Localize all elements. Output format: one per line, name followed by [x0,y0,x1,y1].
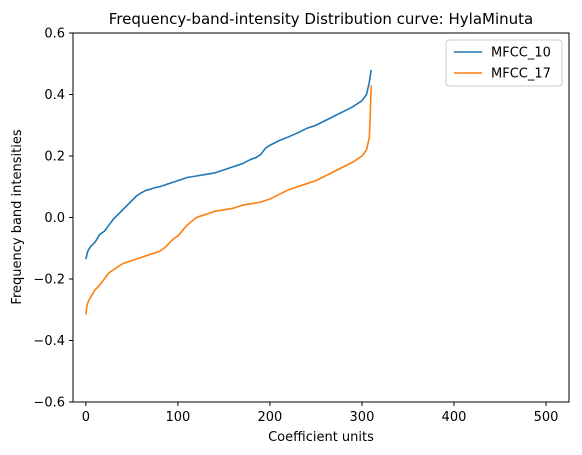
x-tick-label: 400 [442,410,467,425]
plot-frame [72,32,570,403]
y-tick-label: −0.6 [33,396,65,411]
y-tick-label: 0.0 [44,211,65,226]
x-tick-label: 200 [258,410,283,425]
legend-label-mfcc-17: MFCC_17 [491,67,551,82]
series-layer [85,69,372,315]
y-tick-label: 0.4 [44,88,65,103]
x-tick-label: 100 [165,410,190,425]
y-tick-label: 0.2 [44,150,65,165]
x-axis-ticks: 0 100 200 300 400 500 [82,402,559,425]
y-tick-label: 0.6 [44,27,65,42]
y-axis-ticks: −0.6 −0.4 −0.2 0.0 0.2 0.4 0.6 [33,27,73,411]
x-tick-label: 300 [350,410,375,425]
legend-label-mfcc-10: MFCC_10 [491,46,551,61]
y-axis-label: Frequency band intensities [10,129,25,304]
y-tick-label: −0.2 [33,273,65,288]
chart-title: Frequency-band-intensity Distribution cu… [109,10,533,28]
x-tick-label: 0 [82,410,90,425]
series-line-mfcc-17 [85,85,372,315]
y-tick-label: −0.4 [33,334,65,349]
plot-area [73,33,569,402]
series-line-mfcc-10 [85,69,372,260]
legend: MFCC_10 MFCC_17 [445,39,563,87]
x-axis-label: Coefficient units [268,430,374,445]
x-tick-label: 500 [534,410,559,425]
